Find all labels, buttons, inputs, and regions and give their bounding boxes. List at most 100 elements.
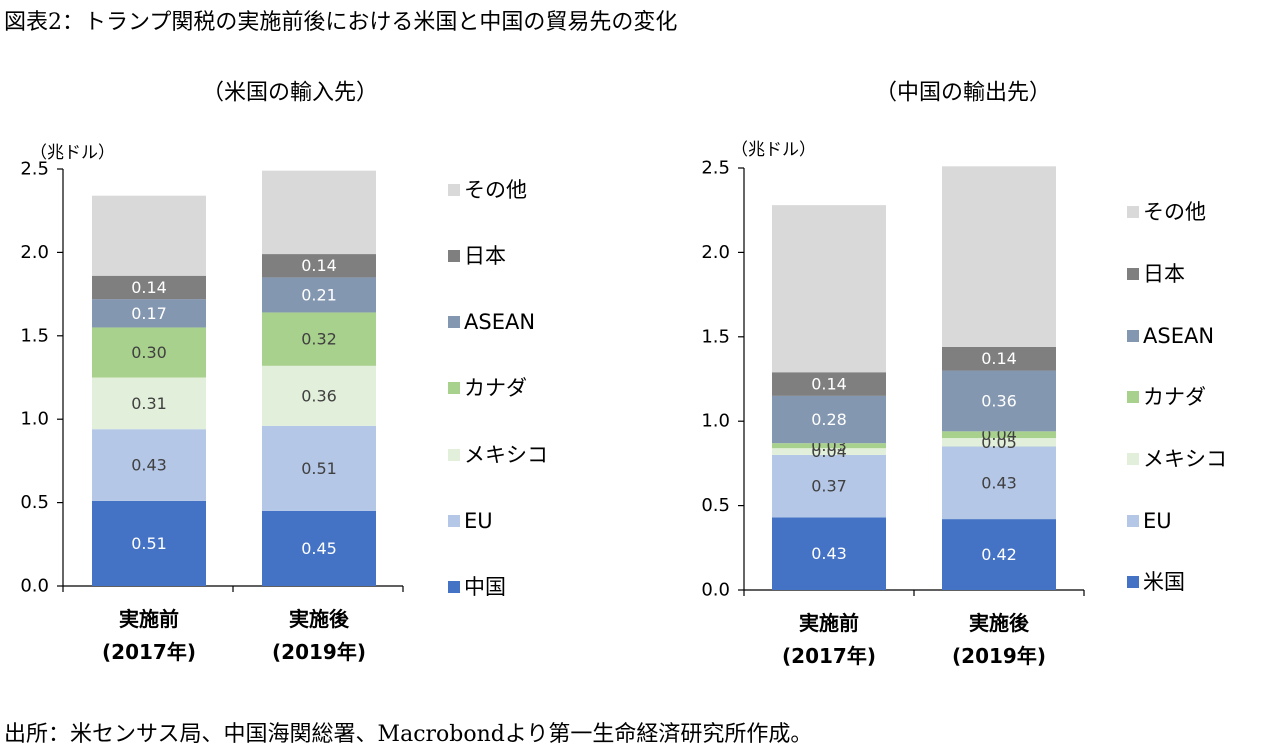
bar-segment-ASEAN-0 [92, 299, 206, 328]
data-label: 0.45 [301, 539, 337, 558]
y-unit-label: （兆ドル） [731, 140, 816, 160]
data-label: 0.43 [981, 473, 1017, 492]
bar-segment-カナダ-1 [262, 312, 376, 366]
legend-label: その他 [1143, 200, 1206, 224]
bar-segment-その他-0 [92, 195, 206, 276]
bar-segment-その他-0 [772, 205, 886, 373]
bar-segment-EU-0 [772, 454, 886, 518]
legend-label: 日本 [464, 244, 506, 268]
bar-segment-ASEAN-1 [262, 277, 376, 313]
legend-label: メキシコ [1143, 447, 1227, 471]
legend-swatch [1127, 330, 1139, 342]
legend-label: EU [1143, 509, 1172, 533]
bar-segment-カナダ-0 [772, 443, 886, 449]
bar-segment-中国-1 [262, 510, 376, 586]
data-label: 0.36 [301, 386, 337, 405]
bar-segment-その他-1 [262, 170, 376, 255]
legend-label: カナダ [1143, 385, 1206, 409]
bar-segment-カナダ-1 [942, 431, 1056, 439]
x-category-label: 実施前 [799, 611, 859, 635]
y-tick-label: 0.5 [20, 492, 49, 513]
data-label: 0.31 [131, 394, 167, 413]
y-tick-label: 2.0 [701, 242, 730, 263]
data-label: 0.28 [811, 410, 847, 429]
bar-segment-メキシコ-1 [942, 438, 1056, 447]
x-category-sublabel: (2017年) [102, 640, 196, 664]
bar-segment-メキシコ-0 [92, 377, 206, 430]
legend-swatch [448, 184, 460, 196]
source-note: 出所：米センサス局、中国海関総署、Macrobondより第一生命経済研究所作成。 [4, 722, 813, 747]
data-label: 0.51 [301, 459, 337, 478]
legend-swatch [448, 250, 460, 262]
bar-segment-日本-1 [262, 254, 376, 278]
bar-segment-日本-0 [92, 275, 206, 300]
legend-swatch [1127, 515, 1139, 527]
data-label: 0.51 [131, 534, 167, 553]
legend-label: EU [464, 509, 493, 533]
bar-segment-メキシコ-1 [262, 365, 376, 426]
y-tick-label: 1.0 [701, 411, 730, 432]
us-imports-chart: （米国の輸入先） （兆ドル） 0.0 0.5 1.0 1.5 2.0 2.5 0.51 0.43 0… [20, 81, 548, 665]
bar-segment-メキシコ-0 [772, 448, 886, 455]
x-category-sublabel: (2019年) [952, 644, 1046, 668]
y-tick-label: 0.5 [701, 495, 730, 516]
legend-label: ASEAN [464, 310, 535, 334]
legend-swatch [1127, 268, 1139, 280]
bar-segment-EU-1 [262, 425, 376, 511]
y-tick-label: 1.0 [20, 409, 49, 430]
x-category-label: 実施後 [969, 611, 1030, 635]
legend-swatch [448, 449, 460, 461]
y-tick-label: 0.0 [701, 580, 730, 601]
data-label: 0.36 [981, 391, 1017, 410]
legend-label: ASEAN [1143, 324, 1214, 348]
bar-segment-日本-1 [942, 346, 1056, 371]
panel-title: （中国の輸出先） [875, 81, 1051, 106]
y-tick-label: 2.5 [20, 159, 49, 180]
data-label: 0.14 [981, 349, 1017, 368]
legend-swatch [448, 581, 460, 593]
y-tick-label: 1.5 [701, 326, 730, 347]
data-label: 0.17 [131, 304, 167, 323]
bar-segment-米国-0 [772, 517, 886, 590]
legend-label: メキシコ [464, 443, 548, 467]
china-exports-chart: （中国の輸出先） （兆ドル） 0.0 0.5 1.0 1.5 2.0 2.5 0.43 0.37 0… [701, 81, 1227, 669]
legend-label: 日本 [1143, 262, 1185, 286]
bar-segment-ASEAN-1 [942, 370, 1056, 432]
y-tick-label: 0.0 [20, 576, 49, 597]
bar-segment-その他-1 [942, 166, 1056, 347]
data-label: 0.21 [301, 285, 337, 304]
data-label: 0.42 [981, 545, 1017, 564]
y-tick-label: 2.0 [20, 242, 49, 263]
legend-label: 中国 [464, 575, 506, 599]
legend-swatch [448, 382, 460, 394]
bar-segment-EU-0 [92, 429, 206, 501]
y-tick-label: 1.5 [20, 325, 49, 346]
x-category-sublabel: (2017年) [782, 644, 876, 668]
legend-swatch [448, 316, 460, 328]
data-label: 0.14 [301, 256, 337, 275]
legend-swatch [1127, 391, 1139, 403]
data-label: 0.32 [301, 330, 337, 349]
legend-swatch [1127, 206, 1139, 218]
legend-swatch [448, 515, 460, 527]
bar-segment-EU-1 [942, 446, 1056, 520]
bar-segment-日本-0 [772, 372, 886, 396]
x-category-label: 実施後 [289, 607, 350, 631]
legend-label: 米国 [1143, 570, 1185, 594]
panel-title: （米国の輸入先） [202, 81, 378, 106]
bar-segment-ASEAN-0 [772, 395, 886, 444]
data-label: 0.43 [811, 544, 847, 563]
bar-segment-中国-0 [92, 500, 206, 586]
figure-title: 図表2：トランプ関税の実施前後における米国と中国の貿易先の変化 [4, 10, 678, 35]
x-category-sublabel: (2019年) [272, 640, 366, 664]
legend-label: その他 [464, 178, 527, 202]
data-label: 0.43 [131, 456, 167, 475]
y-tick-label: 2.5 [701, 158, 730, 179]
legend-label: カナダ [464, 376, 527, 400]
data-label: 0.37 [811, 477, 847, 496]
legend-swatch [1127, 576, 1139, 588]
x-category-label: 実施前 [119, 607, 179, 631]
data-label: 0.14 [811, 375, 847, 394]
legend-swatch [1127, 453, 1139, 465]
